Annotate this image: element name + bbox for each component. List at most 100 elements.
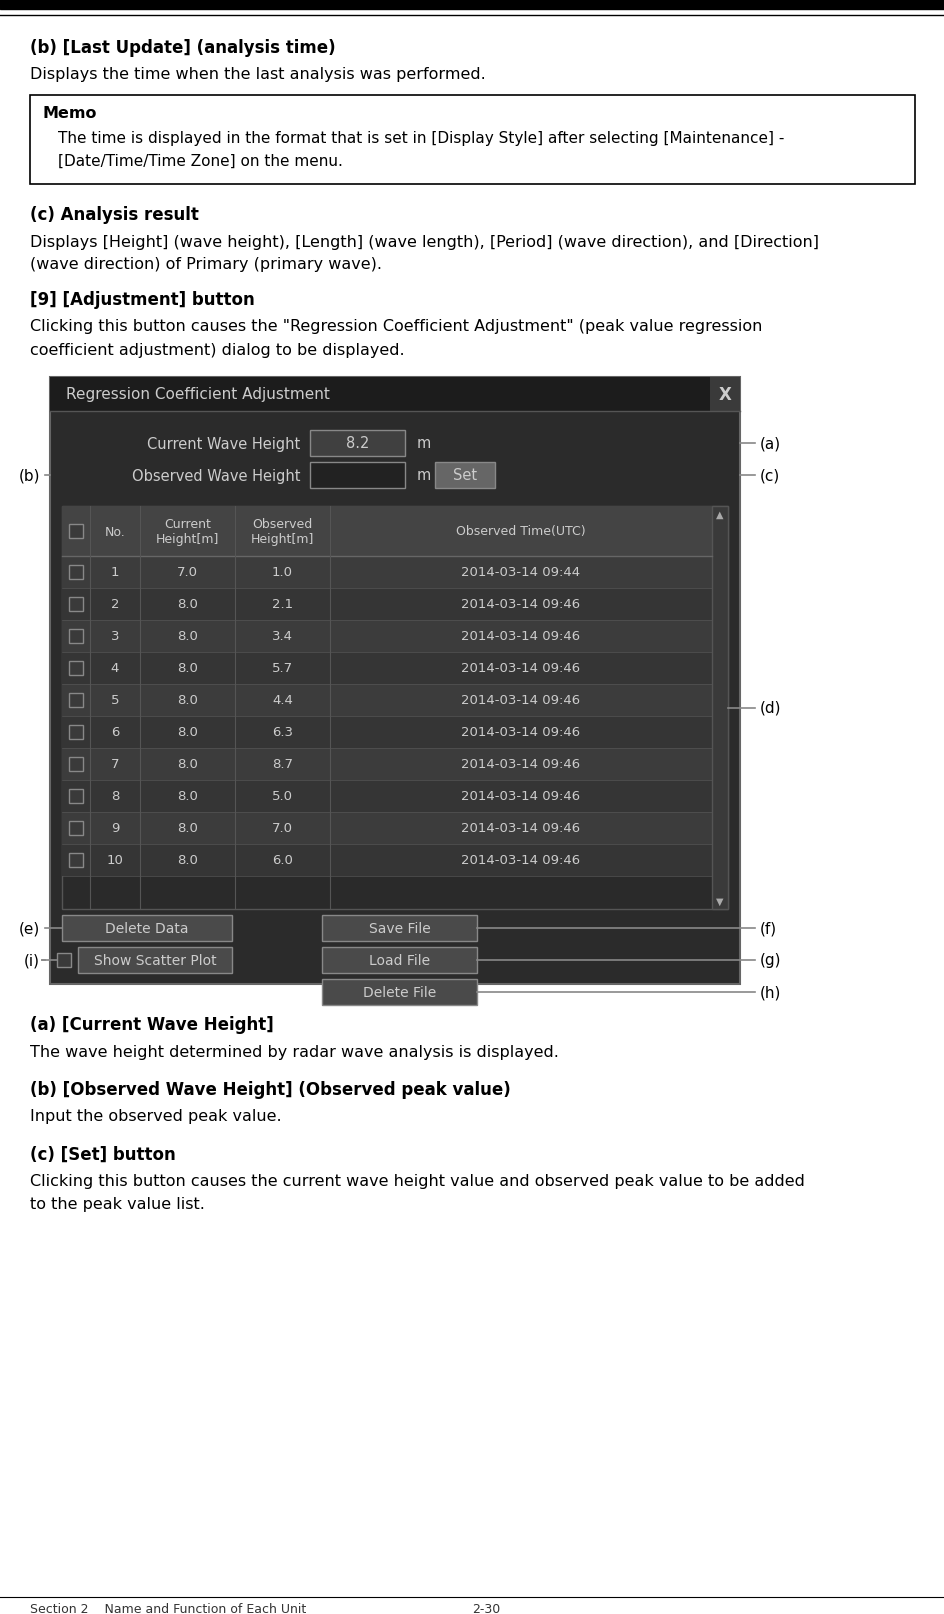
Bar: [310, 431, 405, 457]
Text: ▲: ▲: [716, 510, 723, 520]
Bar: [62, 781, 711, 812]
Text: (b) [Observed Wave Height] (Observed peak value): (b) [Observed Wave Height] (Observed pea…: [30, 1080, 510, 1098]
Text: Set: Set: [452, 468, 477, 483]
Bar: [62, 652, 711, 684]
Bar: [62, 507, 727, 909]
Text: Current
Height[m]: Current Height[m]: [156, 518, 219, 546]
Text: Observed Time(UTC): Observed Time(UTC): [456, 525, 585, 537]
Bar: [69, 662, 83, 676]
Text: (d): (d): [759, 700, 781, 715]
Text: 7.0: 7.0: [272, 822, 293, 834]
Text: 1.0: 1.0: [272, 567, 293, 579]
Text: 2.1: 2.1: [272, 599, 293, 612]
Text: 2014-03-14 09:46: 2014-03-14 09:46: [461, 822, 580, 834]
Bar: [30, 95, 914, 186]
Text: Clicking this button causes the "Regression Coefficient Adjustment" (peak value : Clicking this button causes the "Regress…: [30, 318, 762, 334]
Text: (a): (a): [759, 436, 781, 452]
Text: The time is displayed in the format that is set in [Display Style] after selecti: The time is displayed in the format that…: [58, 131, 784, 145]
Text: (c) [Set] button: (c) [Set] button: [30, 1146, 176, 1164]
Bar: [709, 378, 739, 412]
Text: 10: 10: [107, 854, 124, 867]
Text: 2014-03-14 09:46: 2014-03-14 09:46: [461, 599, 580, 612]
Text: 5.7: 5.7: [272, 662, 293, 675]
Text: 2014-03-14 09:46: 2014-03-14 09:46: [461, 759, 580, 771]
Bar: [62, 812, 711, 844]
Bar: [50, 378, 739, 985]
Text: [Date/Time/Time Zone] on the menu.: [Date/Time/Time Zone] on the menu.: [58, 153, 343, 168]
Text: m: m: [416, 436, 430, 452]
Text: (wave direction) of Primary (primary wave).: (wave direction) of Primary (primary wav…: [30, 257, 381, 273]
Bar: [69, 525, 83, 539]
Bar: [78, 947, 232, 973]
Bar: [69, 757, 83, 771]
Text: 8.0: 8.0: [177, 759, 197, 771]
Bar: [711, 507, 727, 909]
Text: (i): (i): [24, 952, 40, 968]
Text: 5.0: 5.0: [272, 789, 293, 804]
Bar: [62, 507, 711, 557]
Text: Memo: Memo: [42, 105, 96, 121]
Text: X: X: [717, 386, 731, 404]
Text: 4.4: 4.4: [272, 694, 293, 707]
Text: 8.0: 8.0: [177, 629, 197, 642]
Text: 2014-03-14 09:46: 2014-03-14 09:46: [461, 629, 580, 642]
Text: 8.7: 8.7: [272, 759, 293, 771]
Text: 8.0: 8.0: [177, 789, 197, 804]
Bar: [434, 463, 495, 489]
Bar: [62, 684, 711, 717]
Text: 2014-03-14 09:46: 2014-03-14 09:46: [461, 662, 580, 675]
Text: Observed
Height[m]: Observed Height[m]: [250, 518, 313, 546]
Text: 5: 5: [110, 694, 119, 707]
Bar: [62, 844, 711, 876]
Bar: [0, 0, 944, 10]
Bar: [69, 822, 83, 836]
Text: 7.0: 7.0: [177, 567, 198, 579]
Text: 6.3: 6.3: [272, 726, 293, 739]
Text: to the peak value list.: to the peak value list.: [30, 1196, 205, 1212]
Text: coefficient adjustment) dialog to be displayed.: coefficient adjustment) dialog to be dis…: [30, 342, 404, 357]
Text: Delete Data: Delete Data: [105, 922, 189, 936]
Text: 8.0: 8.0: [177, 662, 197, 675]
Text: (h): (h): [759, 985, 781, 1001]
Text: (c) Analysis result: (c) Analysis result: [30, 207, 198, 224]
Bar: [69, 854, 83, 867]
Text: 6: 6: [110, 726, 119, 739]
Text: 7: 7: [110, 759, 119, 771]
Text: 8.0: 8.0: [177, 726, 197, 739]
Text: Load File: Load File: [368, 954, 430, 967]
Text: 2014-03-14 09:44: 2014-03-14 09:44: [461, 567, 580, 579]
Text: (a) [Current Wave Height]: (a) [Current Wave Height]: [30, 1015, 274, 1033]
Text: 2014-03-14 09:46: 2014-03-14 09:46: [461, 726, 580, 739]
Text: (b) [Last Update] (analysis time): (b) [Last Update] (analysis time): [30, 39, 335, 56]
Bar: [69, 726, 83, 739]
Text: Show Scatter Plot: Show Scatter Plot: [93, 954, 216, 967]
Text: (f): (f): [759, 922, 776, 936]
Bar: [310, 463, 405, 489]
Text: [9] [Adjustment] button: [9] [Adjustment] button: [30, 291, 255, 308]
Bar: [62, 915, 232, 941]
Text: ▼: ▼: [716, 896, 723, 907]
Bar: [62, 621, 711, 652]
Text: 3: 3: [110, 629, 119, 642]
Text: 4: 4: [110, 662, 119, 675]
Text: 9: 9: [110, 822, 119, 834]
Bar: [322, 915, 477, 941]
Text: 2: 2: [110, 599, 119, 612]
Text: 8.2: 8.2: [346, 436, 369, 452]
Bar: [69, 789, 83, 804]
Bar: [69, 565, 83, 579]
Bar: [69, 629, 83, 644]
Bar: [62, 749, 711, 781]
Text: (c): (c): [759, 468, 780, 483]
Text: 8.0: 8.0: [177, 822, 197, 834]
Bar: [322, 980, 477, 1006]
Bar: [50, 378, 739, 412]
Bar: [322, 947, 477, 973]
Bar: [62, 717, 711, 749]
Text: Current Wave Height: Current Wave Height: [146, 436, 299, 452]
Text: Input the observed peak value.: Input the observed peak value.: [30, 1109, 281, 1123]
Bar: [62, 589, 711, 621]
Text: 6.0: 6.0: [272, 854, 293, 867]
Text: 8.0: 8.0: [177, 694, 197, 707]
Text: 1: 1: [110, 567, 119, 579]
